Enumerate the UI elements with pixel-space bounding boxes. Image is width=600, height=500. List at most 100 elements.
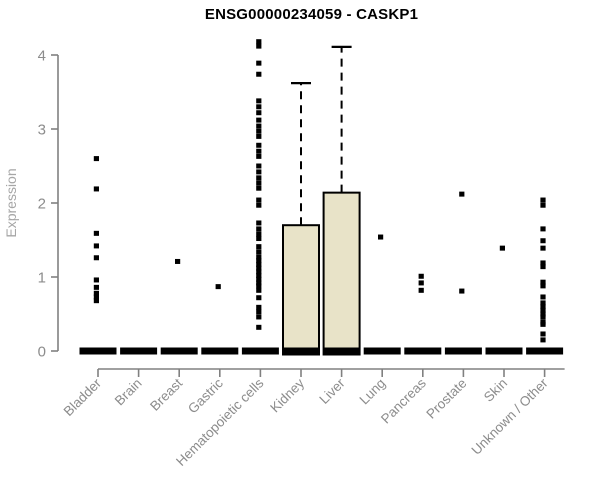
outlier-point-hematopoietic-cells bbox=[256, 104, 262, 110]
outlier-point-unknown-other bbox=[540, 311, 546, 317]
outlier-point-hematopoietic-cells bbox=[256, 258, 262, 264]
outlier-point-hematopoietic-cells bbox=[256, 202, 262, 208]
x-tick-label-pancreas: Pancreas bbox=[378, 375, 429, 426]
outlier-point-hematopoietic-cells bbox=[256, 283, 262, 289]
median-gastric bbox=[201, 347, 239, 355]
x-tick-label-kidney: Kidney bbox=[267, 375, 307, 415]
outlier-point-hematopoietic-cells bbox=[256, 197, 262, 203]
x-tick-label-breast: Breast bbox=[147, 375, 185, 413]
outlier-point-hematopoietic-cells bbox=[256, 175, 262, 181]
y-tick-label: 4 bbox=[38, 47, 46, 64]
outlier-point-hematopoietic-cells bbox=[256, 273, 262, 279]
outlier-point-bladder bbox=[93, 255, 99, 261]
y-tick-label: 1 bbox=[38, 269, 46, 286]
outlier-point-hematopoietic-cells bbox=[256, 265, 262, 271]
outlier-point-hematopoietic-cells bbox=[256, 261, 262, 267]
outlier-point-hematopoietic-cells bbox=[256, 98, 262, 104]
outlier-point-unknown-other bbox=[540, 294, 546, 300]
outlier-point-unknown-other bbox=[540, 264, 546, 270]
outlier-point-hematopoietic-cells bbox=[256, 117, 262, 123]
x-tick-label-unknown-other: Unknown / Other bbox=[468, 375, 551, 458]
outlier-point-hematopoietic-cells bbox=[256, 133, 262, 139]
median-pancreas bbox=[404, 347, 442, 355]
y-axis-title: Expression bbox=[3, 168, 19, 237]
median-breast bbox=[160, 347, 198, 355]
outlier-point-unknown-other bbox=[540, 226, 546, 232]
box-liver bbox=[322, 191, 361, 356]
outlier-point-unknown-other bbox=[540, 238, 546, 244]
x-tick-label-lung: Lung bbox=[356, 376, 388, 408]
outlier-point-unknown-other bbox=[540, 279, 546, 285]
outlier-point-unknown-other bbox=[540, 202, 546, 208]
outlier-point-unknown-other bbox=[540, 260, 546, 266]
outlier-point-hematopoietic-cells bbox=[256, 287, 262, 293]
outlier-point-bladder bbox=[93, 156, 99, 162]
outlier-point-hematopoietic-cells bbox=[256, 249, 262, 255]
outlier-point-hematopoietic-cells bbox=[256, 153, 262, 159]
outlier-point-hematopoietic-cells bbox=[256, 254, 262, 260]
median-unknown-other bbox=[526, 347, 564, 355]
outlier-point-bladder bbox=[93, 186, 99, 192]
outlier-point-hematopoietic-cells bbox=[256, 276, 262, 282]
outlier-point-hematopoietic-cells bbox=[256, 314, 262, 320]
outlier-point-hematopoietic-cells bbox=[256, 148, 262, 154]
outlier-point-hematopoietic-cells bbox=[256, 269, 262, 275]
outlier-point-hematopoietic-cells bbox=[256, 185, 262, 191]
outlier-point-hematopoietic-cells bbox=[256, 304, 262, 310]
outlier-point-hematopoietic-cells bbox=[256, 43, 262, 49]
outlier-point-pancreas bbox=[418, 280, 424, 286]
outlier-point-hematopoietic-cells bbox=[256, 163, 262, 169]
outlier-point-hematopoietic-cells bbox=[256, 220, 262, 226]
outlier-point-hematopoietic-cells bbox=[256, 110, 262, 116]
median-lung bbox=[363, 347, 401, 355]
outlier-point-hematopoietic-cells bbox=[256, 142, 262, 148]
outlier-point-hematopoietic-cells bbox=[256, 226, 262, 232]
outlier-point-unknown-other bbox=[540, 337, 546, 343]
median-bladder bbox=[79, 347, 117, 355]
outlier-point-unknown-other bbox=[540, 331, 546, 337]
outlier-point-hematopoietic-cells bbox=[256, 244, 262, 250]
outlier-point-hematopoietic-cells bbox=[256, 309, 262, 315]
outlier-point-lung bbox=[378, 234, 384, 240]
outlier-point-hematopoietic-cells bbox=[256, 128, 262, 134]
outlier-point-hematopoietic-cells bbox=[256, 295, 262, 301]
x-tick-label-prostate: Prostate bbox=[423, 376, 469, 422]
outlier-point-hematopoietic-cells bbox=[256, 236, 262, 242]
median-hematopoietic-cells bbox=[241, 347, 279, 355]
outlier-point-bladder bbox=[93, 284, 99, 290]
outlier-point-prostate bbox=[459, 191, 465, 197]
y-tick-label: 0 bbox=[38, 343, 46, 360]
outlier-point-bladder bbox=[93, 243, 99, 249]
outlier-point-hematopoietic-cells bbox=[256, 71, 262, 77]
outlier-point-unknown-other bbox=[540, 307, 546, 313]
y-tick-label: 3 bbox=[38, 121, 46, 138]
median-brain bbox=[120, 347, 158, 355]
outlier-point-bladder bbox=[93, 290, 99, 296]
outlier-point-bladder bbox=[93, 277, 99, 283]
outlier-point-hematopoietic-cells bbox=[256, 324, 262, 330]
outlier-point-hematopoietic-cells bbox=[256, 169, 262, 175]
outlier-point-unknown-other bbox=[540, 197, 546, 203]
outlier-point-unknown-other bbox=[540, 314, 546, 320]
outlier-point-hematopoietic-cells bbox=[256, 280, 262, 286]
outlier-point-unknown-other bbox=[540, 300, 546, 306]
outlier-point-skin bbox=[499, 245, 505, 251]
x-tick-label-brain: Brain bbox=[112, 376, 145, 409]
median-prostate bbox=[444, 347, 482, 355]
x-tick-label-skin: Skin bbox=[481, 376, 510, 405]
outlier-point-unknown-other bbox=[540, 283, 546, 289]
outlier-point-hematopoietic-cells bbox=[256, 60, 262, 66]
median-kidney bbox=[282, 347, 320, 355]
median-skin bbox=[485, 347, 523, 355]
y-tick-label: 2 bbox=[38, 195, 46, 212]
median-liver bbox=[323, 347, 361, 355]
outlier-point-bladder bbox=[93, 294, 99, 300]
outlier-point-breast bbox=[175, 258, 181, 264]
outlier-point-prostate bbox=[459, 288, 465, 294]
outlier-point-hematopoietic-cells bbox=[256, 180, 262, 186]
outlier-point-unknown-other bbox=[540, 245, 546, 251]
outlier-point-bladder bbox=[93, 230, 99, 236]
outlier-point-unknown-other bbox=[540, 321, 546, 327]
outlier-point-pancreas bbox=[418, 273, 424, 279]
